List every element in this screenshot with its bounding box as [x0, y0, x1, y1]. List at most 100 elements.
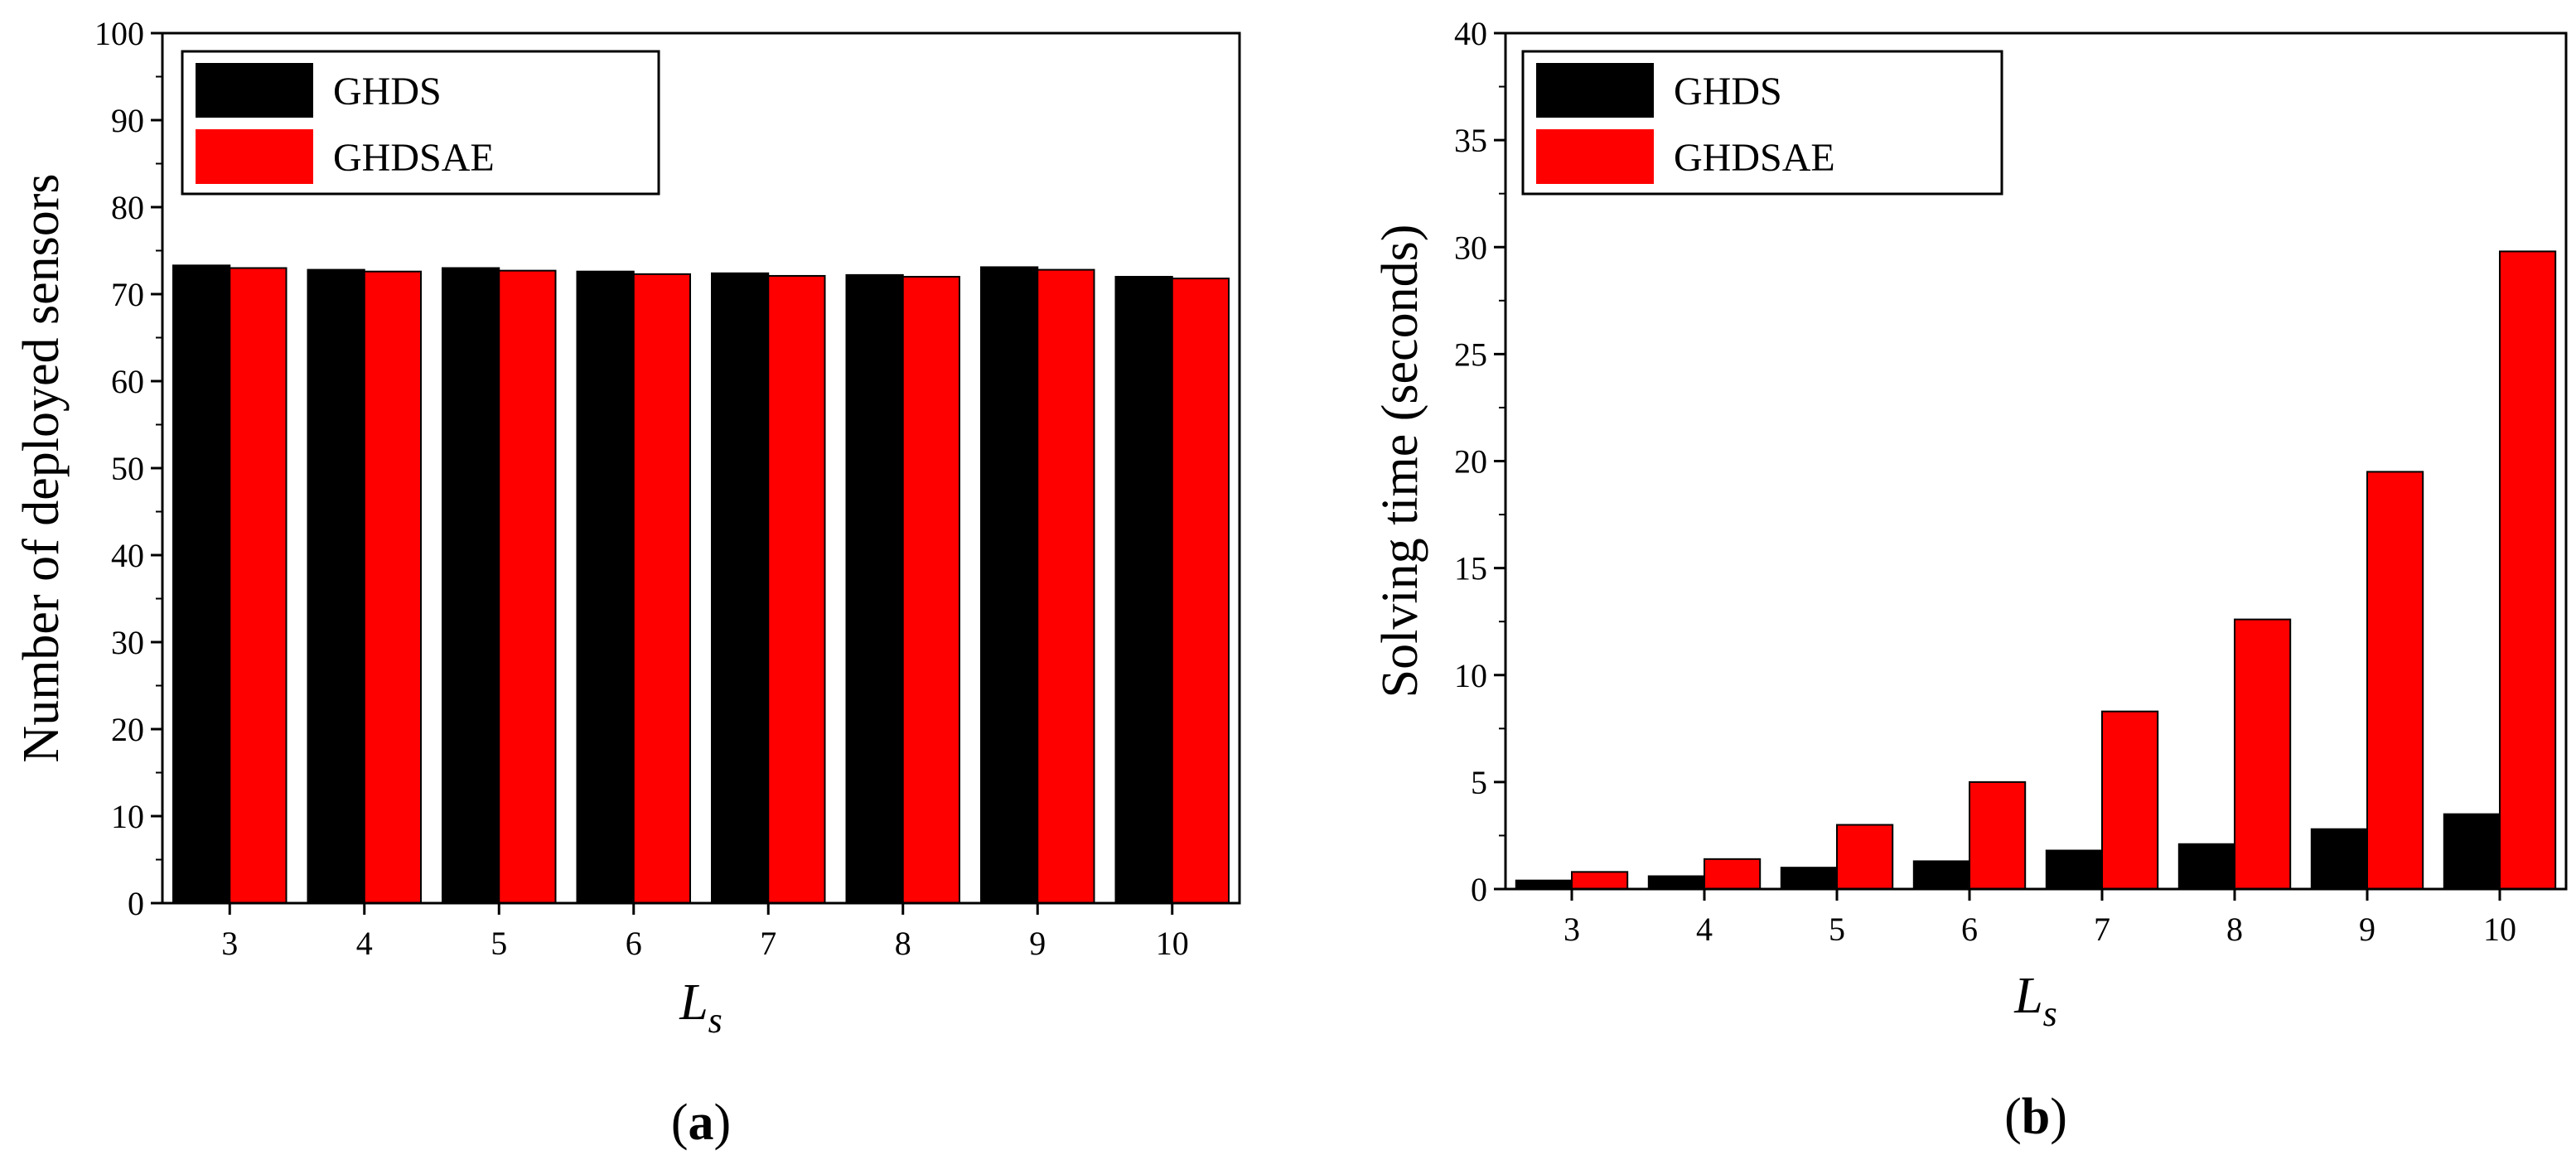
x-axis-title-a: Ls — [679, 974, 723, 1041]
panel-label-b-open: ( — [2004, 1089, 2022, 1145]
bar-ghds-10 — [2443, 813, 2501, 890]
x-axis-title-main-a: L — [679, 974, 708, 1031]
x-tick-label: 9 — [2359, 911, 2375, 948]
legend-label-ghdsae: GHDSAE — [1674, 136, 1835, 180]
panel-label-b: (b) — [2004, 1089, 2067, 1145]
y-tick-label: 60 — [111, 363, 144, 400]
legend-swatch-ghdsae — [1536, 129, 1654, 184]
x-tick-label: 6 — [1961, 911, 1978, 948]
y-tick-label: 100 — [94, 15, 144, 52]
y-tick-label: 90 — [111, 102, 144, 139]
x-tick-label: 3 — [221, 925, 238, 962]
y-tick-label: 40 — [111, 537, 144, 574]
panel-label-a-close: ) — [714, 1095, 732, 1151]
legend-swatch-ghdsae — [196, 129, 313, 184]
bar-ghds-4 — [1647, 875, 1706, 891]
chart-panel-a: 0 10 20 30 40 50 60 70 80 90 100 3 4 5 6 7 8 9 10 Number … — [13, 15, 1241, 1151]
x-tick-label: 10 — [2483, 911, 2516, 948]
bar-ghds-4 — [307, 268, 365, 905]
y-tick-label: 20 — [1454, 443, 1487, 481]
bar-ghds-10 — [1114, 276, 1173, 904]
y-tick-label: 35 — [1454, 122, 1487, 159]
legend-a: GHDS GHDSAE — [181, 50, 660, 196]
bars-a — [172, 264, 1230, 905]
bar-ghds-7 — [711, 272, 770, 904]
legend-swatch-ghds — [1536, 63, 1654, 118]
y-axis-title-a: Number of deployed sensors — [13, 173, 70, 762]
bar-ghds-5 — [442, 267, 500, 904]
y-tick-label: 30 — [1454, 229, 1487, 266]
y-tick-label: 40 — [1454, 15, 1487, 52]
x-axis-a: 3 4 5 6 7 8 9 10 — [221, 903, 1189, 962]
x-tick-label: 10 — [1156, 925, 1189, 962]
bar-ghdsae-10 — [2499, 250, 2557, 891]
y-tick-label: 0 — [1471, 871, 1487, 908]
x-tick-label: 4 — [1696, 911, 1713, 948]
chart-panel-b: 0 5 10 15 20 25 30 35 40 3 4 5 6 7 8 9 10 Solving time … — [1372, 15, 2568, 1145]
bar-ghdsae-8 — [901, 276, 960, 904]
bar-ghdsae-8 — [2234, 618, 2292, 890]
x-axis-title-sub-a: s — [708, 1000, 723, 1041]
bar-ghdsae-6 — [632, 273, 691, 905]
panel-label-a: (a) — [671, 1095, 731, 1151]
legend-label-ghds: GHDS — [333, 70, 442, 114]
x-axis-title-b: Ls — [2013, 968, 2057, 1034]
bar-ghdsae-3 — [229, 267, 288, 904]
y-tick-label: 50 — [111, 450, 144, 487]
bar-ghds-9 — [2310, 828, 2369, 890]
bar-ghds-5 — [1780, 867, 1839, 891]
panel-label-a-open: ( — [671, 1095, 689, 1151]
bar-ghds-6 — [576, 270, 635, 904]
panel-label-b-letter: b — [2022, 1089, 2050, 1145]
x-tick-label: 7 — [760, 925, 776, 962]
y-tick-label: 70 — [111, 276, 144, 313]
bar-ghds-8 — [2177, 843, 2236, 891]
bar-ghdsae-7 — [767, 274, 826, 904]
y-axis-b: 0 5 10 15 20 25 30 35 40 — [1454, 15, 1505, 908]
x-tick-label: 8 — [2226, 911, 2243, 948]
x-tick-label: 9 — [1029, 925, 1046, 962]
bar-ghdsae-4 — [1704, 858, 1762, 890]
y-tick-label: 20 — [111, 711, 144, 748]
legend-b: GHDS GHDSAE — [1521, 50, 2003, 196]
bar-ghds-3 — [1515, 879, 1573, 891]
x-tick-label: 7 — [2094, 911, 2110, 948]
panel-label-a-letter: a — [689, 1095, 714, 1151]
x-tick-label: 8 — [895, 925, 911, 962]
bar-ghdsae-5 — [1836, 824, 1894, 891]
x-axis-title-main-b: L — [2013, 968, 2042, 1024]
bar-ghds-3 — [172, 264, 231, 905]
bar-ghds-7 — [2045, 849, 2104, 891]
x-axis-title-sub-b: s — [2043, 993, 2057, 1034]
bar-ghds-9 — [980, 266, 1039, 904]
x-tick-label: 4 — [356, 925, 373, 962]
x-tick-label: 3 — [1563, 911, 1580, 948]
x-tick-label: 5 — [491, 925, 507, 962]
bar-ghds-8 — [845, 273, 904, 904]
y-tick-label: 30 — [111, 624, 144, 661]
y-axis-a: 0 10 20 30 40 50 60 70 80 90 100 — [94, 15, 162, 922]
legend-label-ghds: GHDS — [1674, 70, 1782, 114]
bar-ghdsae-4 — [363, 270, 422, 904]
x-tick-label: 5 — [1829, 911, 1845, 948]
panel-label-b-close: ) — [2050, 1089, 2067, 1145]
y-tick-label: 10 — [111, 798, 144, 835]
y-tick-label: 10 — [1454, 657, 1487, 694]
bar-ghdsae-9 — [1037, 268, 1095, 905]
x-axis-b: 3 4 5 6 7 8 9 10 — [1563, 889, 2516, 948]
bar-ghdsae-3 — [1571, 871, 1629, 890]
y-axis-title-b: Solving time (seconds) — [1372, 225, 1428, 698]
bars-b — [1515, 250, 2557, 891]
y-tick-label: 15 — [1454, 550, 1487, 587]
y-tick-label: 0 — [128, 885, 144, 922]
bar-ghds-6 — [1912, 860, 1971, 890]
bar-ghdsae-10 — [1171, 278, 1230, 905]
legend-label-ghdsae: GHDSAE — [333, 136, 495, 180]
bar-ghdsae-6 — [1969, 780, 2027, 890]
y-tick-label: 80 — [111, 189, 144, 226]
x-tick-label: 6 — [626, 925, 642, 962]
bar-ghdsae-5 — [498, 269, 557, 904]
bar-ghdsae-7 — [2101, 710, 2159, 891]
y-tick-label: 5 — [1471, 764, 1487, 801]
y-tick-label: 25 — [1454, 336, 1487, 373]
